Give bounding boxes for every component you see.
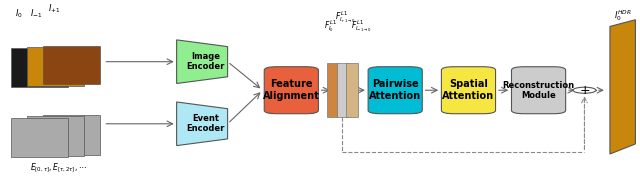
Bar [327,63,339,117]
Text: Feature
Alignment: Feature Alignment [263,79,320,101]
Bar [43,45,100,84]
Bar [27,116,84,156]
Text: $F_{I_0}^{L1}$: $F_{I_0}^{L1}$ [324,18,337,34]
Text: Event
Encoder: Event Encoder [186,114,225,133]
Circle shape [573,87,596,93]
Bar [11,118,68,157]
Bar [27,47,84,86]
Text: $I_0^{HDR}$: $I_0^{HDR}$ [614,8,632,22]
Text: $F_{I_{+1\to0}}^{L1}$: $F_{I_{+1\to0}}^{L1}$ [335,9,356,25]
FancyBboxPatch shape [511,67,566,114]
Text: Image
Encoder: Image Encoder [186,52,225,71]
Bar [11,48,68,87]
Text: $I_{+1}$: $I_{+1}$ [48,2,61,15]
Text: Spatial
Attention: Spatial Attention [442,79,495,101]
Text: Pairwise
Attention: Pairwise Attention [369,79,421,101]
FancyBboxPatch shape [368,67,422,114]
Polygon shape [610,20,636,154]
Bar [337,63,348,117]
Polygon shape [177,40,228,84]
Polygon shape [177,102,228,146]
Text: +: + [579,84,589,97]
Text: $F_{I_{-1\to0}}^{L1}$: $F_{I_{-1\to0}}^{L1}$ [351,18,371,34]
Text: $E_{[0,\tau]}, E_{[\tau,2\tau]}, \cdots$: $E_{[0,\tau]}, E_{[\tau,2\tau]}, \cdots$ [30,162,87,175]
Text: Reconstruction
Module: Reconstruction Module [502,81,575,100]
Bar [346,63,358,117]
Text: $I_0$: $I_0$ [15,7,22,20]
Text: $I_{-1}$: $I_{-1}$ [30,7,43,20]
FancyBboxPatch shape [264,67,319,114]
FancyBboxPatch shape [442,67,495,114]
Bar [43,115,100,155]
